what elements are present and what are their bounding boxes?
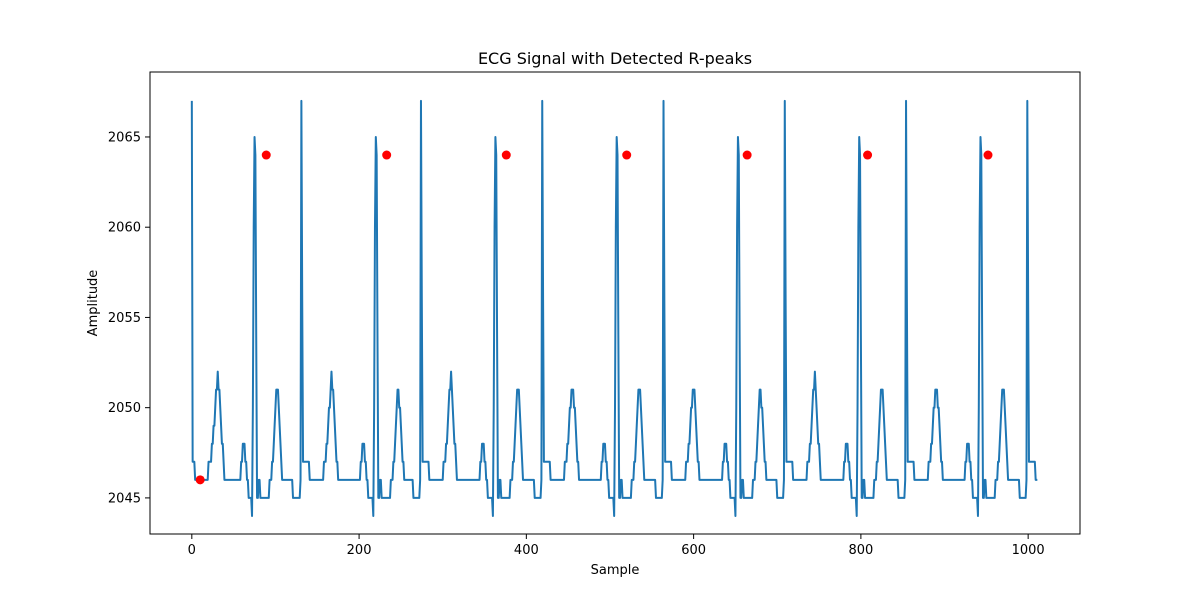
r-peak-marker — [863, 150, 873, 160]
axes-frame — [149, 71, 1081, 535]
ecg-signal-line — [190, 99, 1038, 517]
r-peak-marker — [622, 150, 632, 160]
y-tick-label: 2060 — [108, 221, 141, 236]
r-peak-marker — [261, 150, 271, 160]
y-tick-label: 2045 — [108, 491, 141, 506]
r-peak-marker — [983, 150, 993, 160]
y-axis-label: Amplitude — [86, 270, 101, 337]
x-tick-label: 600 — [681, 543, 706, 558]
plot-area — [149, 71, 1081, 535]
x-axis-label: Sample — [591, 563, 640, 578]
r-peak-marker — [501, 150, 511, 160]
r-peak-markers — [195, 150, 993, 485]
series-layer — [190, 99, 1038, 517]
x-tick-label: 0 — [188, 543, 196, 558]
y-tick-label: 2050 — [108, 401, 141, 416]
r-peak-marker — [382, 150, 392, 160]
y-tick-label: 2055 — [108, 311, 141, 326]
r-peak-marker — [195, 475, 205, 485]
y-tick-label: 2065 — [108, 130, 141, 145]
x-tick-label: 400 — [514, 543, 539, 558]
x-tick-label: 800 — [848, 543, 873, 558]
x-axis-ticks: 0 200 400 600 800 1000 — [188, 534, 1045, 558]
x-tick-label: 200 — [347, 543, 372, 558]
y-axis-ticks: 2045 2050 2055 2060 2065 — [108, 130, 150, 506]
x-tick-label: 1000 — [1012, 543, 1045, 558]
chart-title: ECG Signal with Detected R-peaks — [478, 49, 752, 68]
r-peak-marker — [742, 150, 752, 160]
